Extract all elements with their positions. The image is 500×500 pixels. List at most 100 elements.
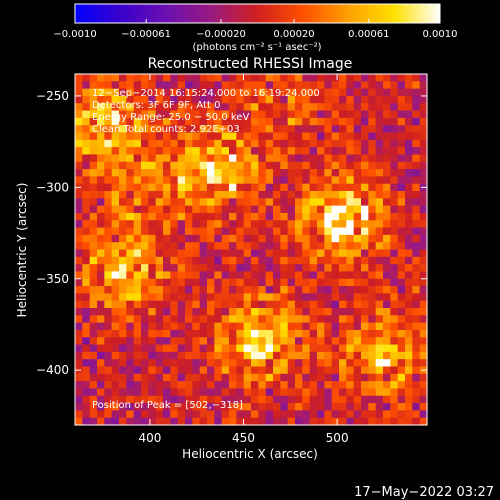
heatmap-cell [177,81,186,90]
heatmap-cell [221,322,230,331]
heatmap-cell [185,373,193,382]
heatmap-cell [258,344,267,353]
heatmap-cell [97,220,105,229]
heatmap-cell [383,249,391,258]
heatmap-cell [265,264,274,273]
heatmap-cell [221,256,230,265]
heatmap-cell [126,366,135,375]
heatmap-cell [119,103,127,112]
heatmap-cell [126,169,135,177]
heatmap-cell [368,337,377,346]
heatmap-cell [163,117,171,126]
heatmap-cell [89,286,98,294]
heatmap-cell [346,205,355,214]
heatmap-cell [207,278,215,287]
heatmap-cell [243,227,252,236]
heatmap-cell [199,242,208,251]
heatmap-cell [346,212,355,221]
heatmap-cell [89,212,98,221]
heatmap-cell [390,410,399,419]
heatmap-cell [170,359,179,368]
heatmap-cell [170,278,179,287]
heatmap-cell [317,293,325,302]
heatmap-cell [353,308,362,316]
heatmap-cell [375,417,384,426]
heatmap-cell [133,286,142,294]
heatmap-cell [390,154,399,163]
heatmap-cell [89,366,98,375]
heatmap-cell [104,198,113,207]
heatmap-cell [199,154,208,163]
heatmap-cell [126,139,135,148]
heatmap-cell [397,278,406,287]
heatmap-cell [251,256,259,265]
heatmap-cell [192,205,201,214]
heatmap-cell [273,271,281,280]
heatmap-cell [419,227,428,236]
heatmap-cell [155,337,164,346]
heatmap-cell [148,278,157,287]
heatmap-cell [82,205,91,214]
heatmap-cell [397,300,406,309]
heatmap-cell [412,191,421,199]
heatmap-cell [89,234,98,243]
heatmap-cell [185,169,193,177]
heatmap-cell [75,88,83,97]
heatmap-cell [221,264,230,273]
heatmap-cell [75,242,83,251]
heatmap-cell [155,95,164,104]
heatmap-cell [287,205,296,214]
heatmap-cell [287,95,296,104]
heatmap-cell [331,322,340,331]
heatmap-cell [412,264,421,273]
heatmap-cell [89,264,98,273]
heatmap-cell [302,300,311,309]
heatmap-cell [89,220,98,229]
heatmap-cell [331,169,340,177]
heatmap-cell [82,147,91,156]
heatmap-cell [368,286,377,294]
heatmap-cell [412,132,421,141]
heatmap-cell [214,278,223,287]
heatmap-cell [126,74,135,82]
heatmap-cell [126,293,135,302]
heatmap-cell [383,395,391,404]
heatmap-cell [405,198,413,207]
heatmap-cell [133,388,142,397]
heatmap-cell [89,410,98,419]
heatmap-cell [302,403,311,411]
heatmap-cell [119,388,127,397]
heatmap-cell [89,322,98,331]
heatmap-cell [199,176,208,185]
heatmap-cell [295,322,303,331]
heatmap-cell [155,344,164,353]
heatmap-cell [251,249,259,258]
heatmap-cell [126,242,135,251]
heatmap-cell [163,81,171,90]
heatmap-cell [177,183,186,192]
heatmap-cell [221,234,230,243]
heatmap-cell [82,417,91,426]
heatmap-cell [331,410,340,419]
heatmap-cell [331,198,340,207]
heatmap-cell [126,234,135,243]
heatmap-cell [185,117,193,126]
heatmap-cell [375,183,384,192]
heatmap-cell [412,117,421,126]
heatmap-cell [295,300,303,309]
heatmap-cell [280,169,289,177]
heatmap-cell [346,388,355,397]
heatmap-cell [273,373,281,382]
heatmap-cell [361,286,369,294]
heatmap-cell [258,161,267,170]
heatmap-cell [199,88,208,97]
heatmap-cell [309,147,318,156]
heatmap-cell [258,388,267,397]
heatmap-cell [104,88,113,97]
heatmap-cell [309,271,318,280]
heatmap-cell [141,403,149,411]
heatmap-cell [236,169,245,177]
heatmap-cell [214,373,223,382]
heatmap-cell [295,74,303,82]
heatmap-cell [287,278,296,287]
